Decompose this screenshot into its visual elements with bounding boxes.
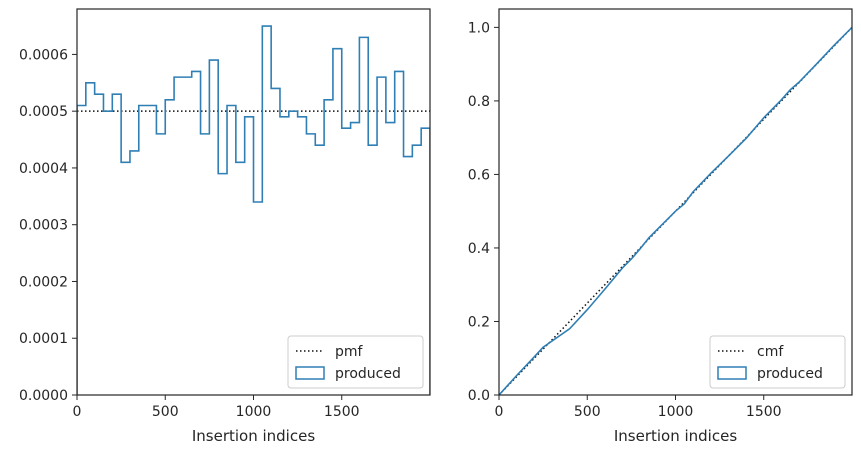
cmf-panel: 0 500 1000 1500 0.0 0.2 0.4 0.6 0.8 1.0 Insertion… [468,8,853,445]
cmf-axis-ticks: 0 500 1000 1500 0.0 0.2 0.4 0.6 0.8 1.0 [468,20,782,420]
pmf-x-tick-label: 0 [73,404,82,420]
pmf-legend-label-produced: produced [335,366,401,382]
cmf-legend-label-reference: cmf [757,344,784,360]
pmf-x-tick-label: 1000 [236,404,272,420]
cmf-y-tick-label: 0.2 [468,314,490,330]
pmf-axes-frame [76,8,431,396]
pmf-x-axis-label: Insertion indices [192,427,315,445]
pmf-y-tick-label: 0.0002 [19,274,68,290]
cmf-x-tick-label: 0 [495,404,504,420]
cmf-y-tick-label: 0.6 [468,167,490,183]
cmf-x-tick-label: 1500 [746,404,782,420]
cmf-plot-marks [499,26,852,395]
cmf-x-tick-label: 500 [574,404,601,420]
pmf-x-tick-label: 1500 [324,404,360,420]
pmf-y-tick-label: 0.0005 [19,104,68,120]
pmf-axis-ticks: 0 500 1000 1500 0.0000 0.0001 0.0002 0.0003 0.00… [19,47,360,420]
pmf-panel: 0 500 1000 1500 0.0000 0.0001 0.0002 0.0003 0.00… [19,8,431,445]
pmf-y-tick-label: 0.0003 [19,218,68,234]
cmf-produced-series [499,26,852,395]
pmf-y-tick-label: 0.0001 [19,331,68,347]
pmf-legend-patch-swatch [295,366,325,380]
cmf-x-axis-label: Insertion indices [614,427,737,445]
cmf-axes-frame [498,8,853,396]
cmf-reference-line [499,26,852,395]
cmf-y-tick-label: 0.4 [468,241,490,257]
cmf-legend-patch-swatch [717,366,747,380]
pmf-legend-label-reference: pmf [335,344,364,360]
cmf-legend: cmf produced [709,335,846,389]
pmf-y-tick-label: 0.0000 [19,388,68,404]
cmf-y-tick-label: 0.0 [468,388,490,404]
pmf-legend-box [287,335,424,389]
pmf-y-tick-label: 0.0004 [19,161,68,177]
cmf-y-tick-label: 1.0 [468,20,490,36]
pmf-plot-marks [77,25,430,395]
pmf-y-tick-label: 0.0006 [19,47,68,63]
pmf-legend: pmf produced [287,335,424,389]
cmf-y-tick-label: 0.8 [468,94,490,110]
cmf-legend-box [709,335,846,389]
pmf-x-tick-label: 500 [152,404,179,420]
cmf-legend-label-produced: produced [757,366,823,382]
pmf-produced-series [77,25,430,395]
cmf-x-tick-label: 1000 [658,404,694,420]
